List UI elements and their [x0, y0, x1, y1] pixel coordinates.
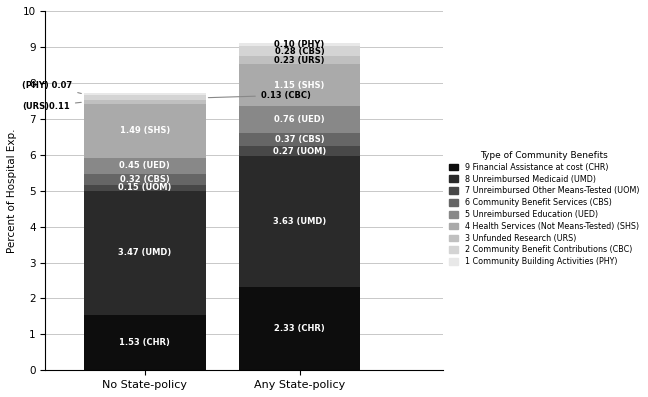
Bar — [238, 64, 360, 106]
Bar — [84, 100, 205, 104]
Text: 3.47 (UMD): 3.47 (UMD) — [118, 249, 172, 258]
Y-axis label: Percent of Hospital Exp.: Percent of Hospital Exp. — [7, 128, 17, 253]
Text: 0.15 (UOM): 0.15 (UOM) — [118, 183, 172, 193]
Text: 3.63 (UMD): 3.63 (UMD) — [273, 217, 326, 226]
Text: 0.32 (CBS): 0.32 (CBS) — [120, 175, 170, 184]
Bar — [84, 93, 205, 95]
Text: 0.27 (UOM): 0.27 (UOM) — [273, 147, 326, 156]
Text: (URS)0.11: (URS)0.11 — [22, 102, 81, 110]
Bar — [238, 56, 360, 64]
Bar — [84, 185, 205, 191]
Bar — [238, 156, 360, 287]
Bar — [238, 46, 360, 56]
Text: 0.10 (PHY): 0.10 (PHY) — [274, 40, 325, 49]
Bar — [238, 42, 360, 46]
Text: 1.53 (CHR): 1.53 (CHR) — [119, 338, 170, 347]
Text: (PHY) 0.07: (PHY) 0.07 — [22, 81, 82, 93]
Bar — [238, 106, 360, 133]
Bar — [238, 287, 360, 370]
Text: 2.33 (CHR): 2.33 (CHR) — [274, 324, 325, 333]
Text: 0.23 (URS): 0.23 (URS) — [274, 56, 325, 65]
Text: 0.37 (CBS): 0.37 (CBS) — [275, 135, 325, 144]
Bar — [238, 133, 360, 146]
Bar — [84, 315, 205, 370]
Bar — [84, 95, 205, 100]
Bar — [84, 158, 205, 174]
Bar — [84, 104, 205, 158]
Text: 1.49 (SHS): 1.49 (SHS) — [120, 126, 170, 135]
Text: 0.28 (CBS): 0.28 (CBS) — [275, 47, 325, 56]
Bar — [238, 146, 360, 156]
Bar — [84, 174, 205, 185]
Text: 1.15 (SHS): 1.15 (SHS) — [274, 81, 325, 90]
Text: 0.13 (CBC): 0.13 (CBC) — [209, 91, 311, 100]
Legend: 9 Financial Assistance at cost (CHR), 8 Unreimbursed Medicaid (UMD), 7 Unreimbur: 9 Financial Assistance at cost (CHR), 8 … — [447, 149, 641, 268]
Bar — [84, 191, 205, 315]
Text: 0.76 (UED): 0.76 (UED) — [274, 115, 325, 124]
Text: 0.45 (UED): 0.45 (UED) — [119, 161, 170, 170]
